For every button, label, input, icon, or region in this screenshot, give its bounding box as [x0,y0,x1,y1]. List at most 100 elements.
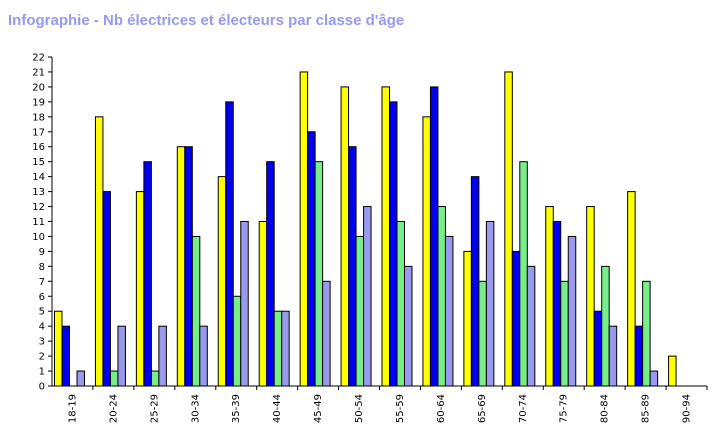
bar [76,370,85,387]
bar [634,325,644,387]
y-tick-label: 2 [39,352,45,363]
x-tick-label: 80-84 [600,394,611,423]
bar [266,161,275,387]
y-tick-label: 19 [32,97,45,108]
bars [54,71,677,387]
bar [143,161,152,387]
x-tick-label: 65-69 [477,394,488,423]
x-tick-label: 70-74 [518,394,529,423]
bar [389,101,398,387]
x-tick-label: 90-94 [682,394,693,423]
x-tick-label: 25-29 [149,394,160,423]
bar [404,265,413,387]
bar [340,86,350,387]
bar [307,131,316,387]
bar [176,146,186,387]
bar [355,235,365,387]
bar [199,325,208,387]
bar [586,206,595,387]
y-tick-label: 14 [32,172,45,183]
bar [363,206,372,387]
bar [470,176,480,387]
y-tick-label: 9 [39,247,45,258]
bar [217,176,227,387]
bar [109,370,119,387]
y-tick-label: 18 [32,112,45,123]
bar [560,280,569,387]
bar [437,206,446,387]
y-tick-label: 20 [32,82,45,93]
x-tick-label: 85-89 [641,394,652,423]
bar [150,370,160,387]
bar [627,191,636,387]
bar [396,221,405,387]
bar [61,325,70,387]
bar [593,310,603,387]
x-tick-label: 20-24 [108,394,119,423]
bar [545,206,554,387]
bar [322,280,331,387]
bar [668,355,677,387]
y-tick-label: 15 [32,157,45,168]
y-tick-label: 0 [39,382,45,393]
x-tick-label: 60-64 [436,394,447,423]
y-tick-label: 21 [32,67,45,78]
bar [552,221,562,387]
bar [649,370,659,387]
x-tick-label: 75-79 [559,394,570,423]
bar [258,221,268,387]
bar [567,235,577,387]
y-tick-label: 8 [39,262,45,273]
bar [158,325,167,387]
bar [608,325,618,387]
bar [102,191,111,387]
y-tick-label: 6 [39,292,45,303]
y-tick-label: 22 [32,53,45,64]
bar [94,116,104,387]
bar [273,310,283,387]
bar [504,71,513,387]
bar [381,86,390,387]
bar [314,161,324,387]
y-tick-label: 4 [39,322,45,333]
bar [422,116,431,387]
x-tick-label: 55-59 [395,394,406,423]
bar [526,265,536,387]
bar [519,161,528,387]
bar [54,310,63,387]
bar [135,191,145,387]
y-tick-label: 13 [32,187,45,198]
x-tick-label: 50-54 [354,394,365,423]
bar [601,265,610,387]
chart-title: Infographie - Nb électrices et électeurs… [8,12,405,29]
y-tick-label: 17 [32,127,45,138]
bar [429,86,439,387]
bar [642,280,651,387]
y-tick-label: 5 [39,307,45,318]
x-tick-label: 35-39 [231,394,242,423]
y-tick-label: 7 [39,277,45,288]
x-tick-label: 40-44 [272,394,283,423]
y-tick-label: 12 [32,202,45,213]
y-tick-label: 16 [32,142,45,153]
y-tick-label: 10 [32,232,45,243]
bar [478,280,487,387]
bar [444,235,454,387]
x-tick-label: 30-34 [190,394,201,423]
y-tick-label: 3 [39,337,45,348]
bar [184,146,193,387]
bar [240,221,249,387]
y-tick-label: 1 [39,367,45,378]
bar [348,146,357,387]
bar [511,250,521,387]
x-axis: 18-19 20-24 25-29 30-34 35-39 40-44 45-49 50-54… [52,385,708,423]
bar [232,295,242,387]
x-tick-label: 18-19 [67,394,78,423]
bar [299,71,309,387]
x-tick-label: 45-49 [313,394,324,423]
bar [485,221,495,387]
bar [225,101,234,387]
y-tick-label: 11 [32,217,45,228]
